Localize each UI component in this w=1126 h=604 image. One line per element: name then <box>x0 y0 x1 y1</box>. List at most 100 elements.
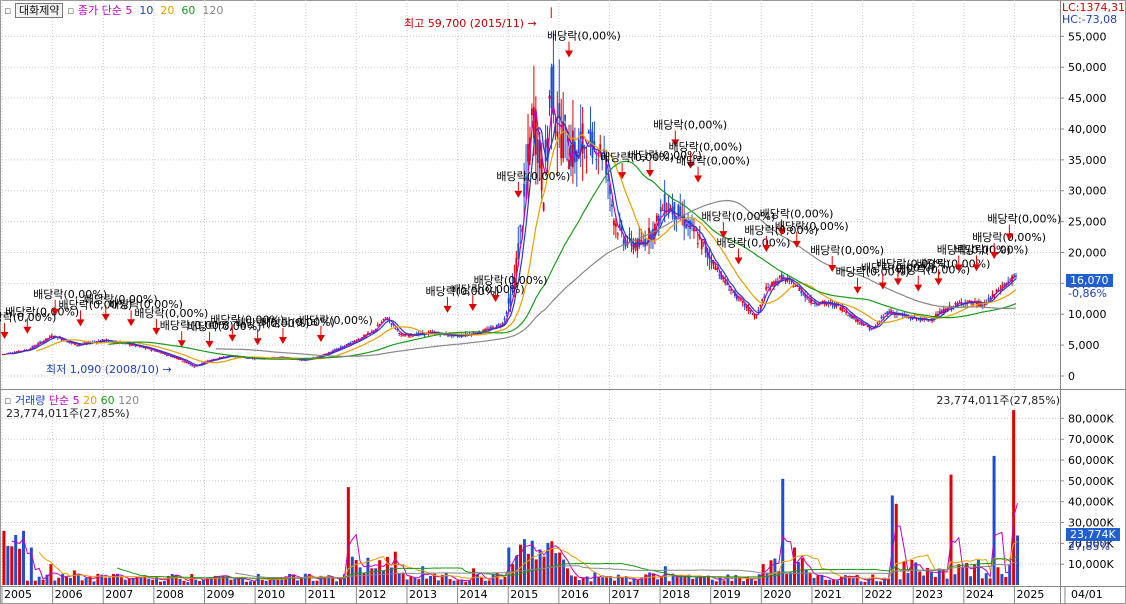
candle-body <box>572 130 574 168</box>
candle-body <box>515 258 518 276</box>
volume-bar <box>769 560 773 585</box>
stock-name-box[interactable]: 대화제약 <box>14 3 64 18</box>
dividend-label: 배당락(0,00%) <box>33 288 107 301</box>
volume-bar <box>777 570 781 585</box>
candle-body <box>624 239 627 247</box>
candle-body <box>812 302 814 304</box>
menu-icon[interactable]: ▫ <box>66 4 75 17</box>
ma-120-label: 120 <box>202 4 224 17</box>
dividend-label: 배당락(0,00%) <box>188 320 262 333</box>
volume-bar <box>542 556 546 585</box>
volume-bar <box>249 581 253 585</box>
ma-20-label: 20 <box>160 4 175 17</box>
volume-bar <box>135 576 139 585</box>
collapse-icon[interactable]: ▫ <box>4 4 12 17</box>
candle-body <box>134 345 137 347</box>
volume-bar <box>452 580 456 585</box>
volume-bar <box>327 575 331 585</box>
volume-bar <box>456 580 460 585</box>
volume-ma-type-label: 단순 <box>48 394 70 407</box>
candle-body <box>630 238 633 247</box>
candle-body <box>663 194 666 214</box>
candle-body <box>72 342 75 344</box>
candle-body <box>1007 281 1010 283</box>
candle-body <box>146 347 149 349</box>
candle-body <box>154 350 157 352</box>
candle-body <box>765 287 768 290</box>
candle-body <box>337 348 340 350</box>
volume-bar <box>389 567 393 585</box>
volume-bar <box>722 580 726 585</box>
candle-body <box>753 314 756 317</box>
dividend-marker-icon <box>177 340 186 348</box>
dividend-marker-icon <box>719 231 728 239</box>
ma-60-line <box>108 160 1017 360</box>
volume-bar <box>792 547 796 585</box>
candle-body <box>538 139 541 169</box>
volume-bar <box>691 578 695 585</box>
ma-60-label: 60 <box>181 4 196 17</box>
candle-body <box>870 329 873 331</box>
candle-body <box>587 131 590 134</box>
volume-bar <box>718 576 722 585</box>
collapse-icon[interactable]: ▫ <box>4 394 12 407</box>
volume-latest-right: 23,774,011주(27,85%) <box>936 394 1060 407</box>
x-tick-label: 2009 <box>206 588 234 601</box>
volume-bar <box>1012 410 1016 585</box>
volume-bar <box>464 581 468 585</box>
dividend-marker-icon <box>205 340 214 348</box>
dividend-marker-icon <box>954 264 963 272</box>
dividend-marker-icon <box>278 337 287 345</box>
volume-bar <box>828 579 832 585</box>
volume-bar <box>174 575 178 585</box>
candle-body <box>677 204 680 218</box>
volume-bar <box>969 576 973 585</box>
volume-bar <box>378 560 382 585</box>
candle-body <box>546 138 549 148</box>
candle-body <box>570 144 572 167</box>
volume-y-tick-label: 40,000K <box>1068 496 1114 509</box>
volume-bar <box>479 576 483 585</box>
candle-body <box>636 239 639 251</box>
candle-body <box>1013 274 1015 276</box>
dividend-label: 배당락(0,00%) <box>896 264 970 277</box>
volume-bar <box>761 564 765 585</box>
candle-body <box>919 319 922 322</box>
candle-body <box>597 154 600 156</box>
candle-body <box>1003 283 1006 286</box>
volume-bar <box>612 580 616 585</box>
dividend-marker-icon <box>127 319 136 327</box>
dividend-label: 배당락(0,00%) <box>261 316 335 329</box>
candle-body <box>792 286 795 288</box>
candle-body <box>185 362 188 364</box>
candle-body <box>907 316 910 318</box>
candle-body <box>392 324 395 326</box>
volume-bar <box>702 576 706 585</box>
dividend-marker-icon <box>228 334 237 342</box>
dividend-label: 배당락(0,00%) <box>5 306 79 319</box>
candle-body <box>544 139 547 162</box>
volume-bar <box>241 577 245 585</box>
candle-body <box>162 353 164 355</box>
volume-bar <box>820 574 824 585</box>
candle-body <box>856 319 859 322</box>
volume-bar <box>491 573 495 585</box>
volume-bar <box>104 577 108 585</box>
volume-label: 거래량 <box>14 394 46 407</box>
volume-bar <box>354 560 358 585</box>
volume-bar <box>323 576 327 585</box>
candle-body <box>542 203 545 211</box>
candle-body <box>691 222 693 224</box>
x-tick-label: 2012 <box>358 588 386 601</box>
candle-body <box>968 300 971 303</box>
dividend-marker-icon <box>914 284 923 292</box>
candle-body <box>573 141 576 163</box>
dividend-label: 배당락(0,00%) <box>210 314 284 327</box>
candle-body <box>394 327 397 329</box>
candle-body <box>745 306 748 309</box>
candle-body <box>187 363 190 365</box>
volume-bar <box>429 575 433 585</box>
x-tick-label: 2023 <box>915 588 943 601</box>
candle-body <box>640 240 643 242</box>
